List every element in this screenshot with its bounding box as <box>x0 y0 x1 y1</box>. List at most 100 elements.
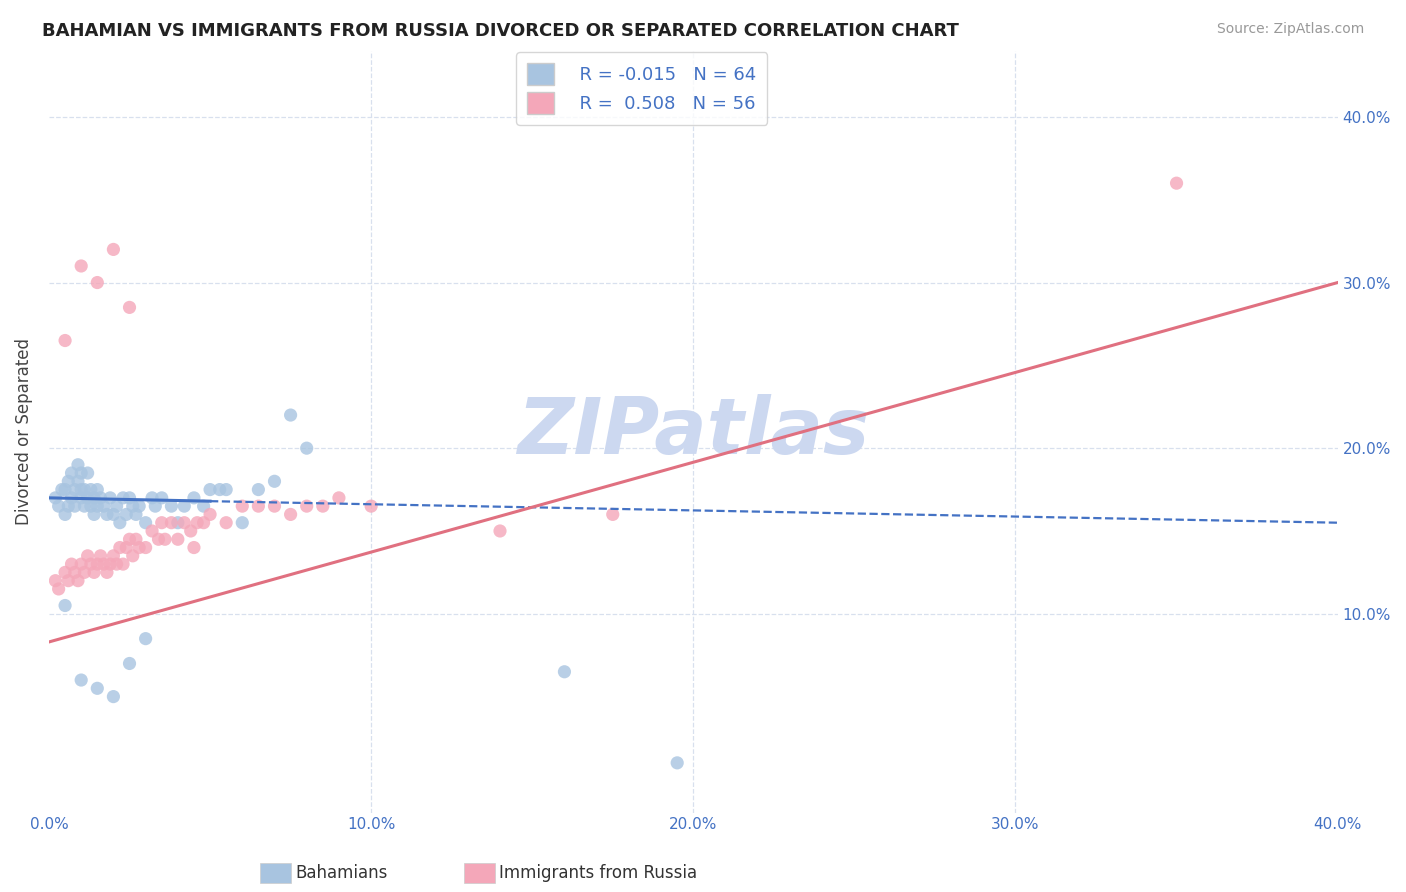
Point <box>80 499 103 513</box>
Point <box>135 541 157 555</box>
Point <box>66 574 89 588</box>
Point <box>1166 176 1188 190</box>
Point <box>86 557 108 571</box>
Point <box>108 541 131 555</box>
Point <box>215 516 238 530</box>
Point <box>128 499 150 513</box>
Point <box>231 499 253 513</box>
Point <box>553 665 575 679</box>
Point <box>89 491 111 505</box>
Point <box>66 475 89 489</box>
Point <box>193 499 215 513</box>
Point <box>118 301 141 315</box>
Point <box>125 533 148 547</box>
Point <box>96 566 118 580</box>
Point <box>70 259 93 273</box>
Point <box>60 491 83 505</box>
Point <box>93 499 115 513</box>
Text: ZIPatlas: ZIPatlas <box>517 393 869 469</box>
Point <box>58 499 80 513</box>
Point <box>76 549 98 563</box>
Point <box>198 508 221 522</box>
Point <box>173 499 195 513</box>
Point <box>66 458 89 472</box>
Point <box>63 566 86 580</box>
Point <box>118 657 141 671</box>
Point <box>60 466 83 480</box>
Point <box>141 491 163 505</box>
Point <box>180 524 202 538</box>
Point <box>103 549 125 563</box>
Point <box>115 541 138 555</box>
Point <box>53 508 76 522</box>
Text: Immigrants from Russia: Immigrants from Russia <box>499 864 697 882</box>
Point <box>76 491 98 505</box>
Point <box>360 499 382 513</box>
Point <box>166 516 188 530</box>
Point <box>666 756 689 770</box>
Point <box>160 499 183 513</box>
Point <box>83 566 105 580</box>
Point <box>98 557 121 571</box>
Point <box>93 557 115 571</box>
Point <box>247 483 270 497</box>
Point <box>86 499 108 513</box>
Point <box>58 475 80 489</box>
Text: BAHAMIAN VS IMMIGRANTS FROM RUSSIA DIVORCED OR SEPARATED CORRELATION CHART: BAHAMIAN VS IMMIGRANTS FROM RUSSIA DIVOR… <box>42 22 959 40</box>
Point <box>80 557 103 571</box>
Point <box>96 508 118 522</box>
Point <box>263 499 285 513</box>
Point <box>263 475 285 489</box>
Point <box>295 441 318 455</box>
Point <box>105 557 128 571</box>
Point <box>198 483 221 497</box>
Point <box>143 499 166 513</box>
Point <box>89 549 111 563</box>
Point <box>58 574 80 588</box>
Point <box>118 491 141 505</box>
Text: Source: ZipAtlas.com: Source: ZipAtlas.com <box>1216 22 1364 37</box>
Point <box>150 491 173 505</box>
Point <box>208 483 231 497</box>
Point <box>60 557 83 571</box>
Point <box>112 491 135 505</box>
Point <box>51 483 73 497</box>
Point <box>108 516 131 530</box>
Point <box>118 533 141 547</box>
Point <box>183 491 205 505</box>
Point <box>48 499 70 513</box>
Point <box>148 533 170 547</box>
Point <box>247 499 270 513</box>
Point <box>112 557 135 571</box>
Point <box>98 491 121 505</box>
Legend:   R = -0.015   N = 64,   R =  0.508   N = 56: R = -0.015 N = 64, R = 0.508 N = 56 <box>516 52 768 125</box>
Point <box>193 516 215 530</box>
Point <box>86 276 108 290</box>
Point <box>53 334 76 348</box>
Point <box>115 508 138 522</box>
Point <box>280 408 302 422</box>
Point <box>135 516 157 530</box>
Point <box>53 483 76 497</box>
Point <box>80 483 103 497</box>
Point <box>489 524 512 538</box>
Point <box>125 508 148 522</box>
Point <box>103 508 125 522</box>
Point <box>105 499 128 513</box>
Point <box>83 491 105 505</box>
Point <box>166 533 188 547</box>
Point <box>328 491 350 505</box>
Point <box>86 483 108 497</box>
Point <box>141 524 163 538</box>
Point <box>86 681 108 696</box>
Point <box>48 582 70 596</box>
Point <box>103 243 125 257</box>
Point <box>121 499 143 513</box>
Point <box>73 483 96 497</box>
Point <box>63 499 86 513</box>
Point <box>70 673 93 687</box>
Point <box>70 483 93 497</box>
Point <box>53 599 76 613</box>
Point <box>153 533 176 547</box>
Text: Bahamians: Bahamians <box>295 864 388 882</box>
